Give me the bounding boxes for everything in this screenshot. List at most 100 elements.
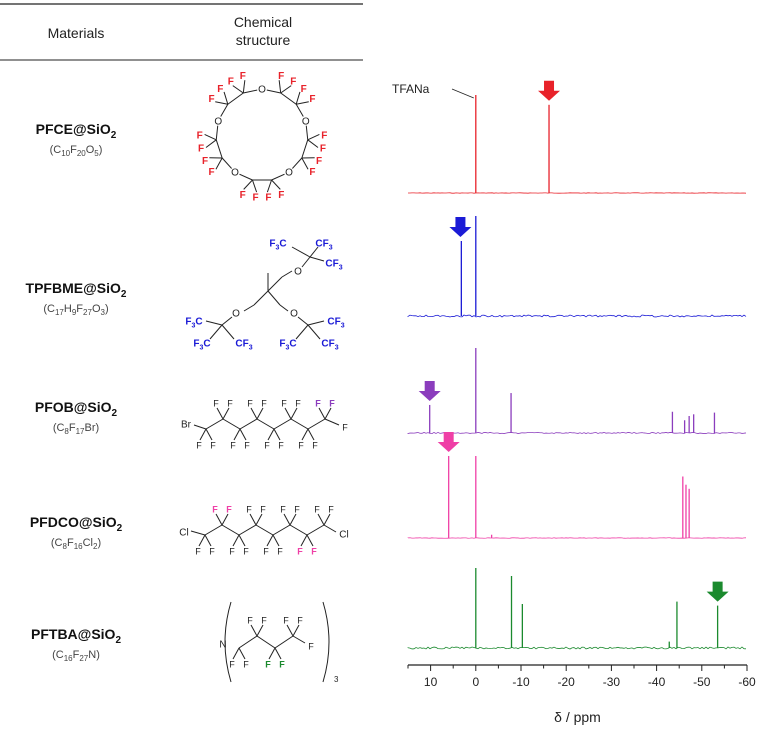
cf-bond xyxy=(239,648,245,659)
bond xyxy=(254,291,268,305)
atom-label: O xyxy=(232,309,240,320)
fluorine-atom: F xyxy=(314,505,320,515)
fluorine-atom: F xyxy=(243,547,249,557)
cf-bond xyxy=(287,625,293,636)
fluorine-atom: F xyxy=(210,441,216,451)
fluorine-atom: F xyxy=(294,505,300,515)
cf-bond xyxy=(301,535,307,546)
chain-bond xyxy=(273,525,290,535)
fluorine-atom: F xyxy=(321,130,327,141)
cf-bond xyxy=(325,419,339,425)
fluorine-atom: F xyxy=(198,144,204,155)
bond xyxy=(308,321,324,325)
cf-bond xyxy=(252,180,256,192)
cf-bond xyxy=(224,92,228,104)
fluorine-atom: F xyxy=(240,190,246,201)
header-structure-line2: structure xyxy=(236,32,291,48)
cf-bond xyxy=(296,92,300,104)
fluorine-atom: F xyxy=(308,642,314,652)
bond xyxy=(222,317,232,325)
fluorine-atom: F xyxy=(261,616,267,626)
chain-bond xyxy=(206,419,223,429)
cf3-group: F3C xyxy=(269,239,286,252)
fluorine-atom: F xyxy=(196,441,202,451)
fluorine-atom: F xyxy=(230,441,236,451)
cf-bond xyxy=(250,514,256,525)
chain-bond xyxy=(274,419,291,429)
cbr-bond xyxy=(194,425,206,429)
fluorine-atom: F xyxy=(278,441,284,451)
cf-bond xyxy=(302,429,308,440)
material-name: PFDCO@SiO2 xyxy=(30,514,123,534)
cf3-group: CF3 xyxy=(235,339,252,352)
bond xyxy=(310,247,318,257)
chain-bond xyxy=(257,636,275,648)
chlorine-atom: Cl xyxy=(339,530,348,541)
reference-label: TFANa xyxy=(392,82,430,96)
cf-bond xyxy=(233,648,239,659)
cf-bond xyxy=(256,514,262,525)
fluorine-atom: F xyxy=(226,505,232,515)
cf-bond xyxy=(325,408,331,419)
fluorine-atom: F xyxy=(195,547,201,557)
bond xyxy=(222,325,234,339)
cf-bond xyxy=(233,535,239,546)
cf-bond xyxy=(267,180,271,192)
cf3-group: CF3 xyxy=(315,239,332,252)
fluorine-atom: F xyxy=(212,505,218,515)
fluorine-atom: F xyxy=(209,547,215,557)
cf-bond xyxy=(205,535,211,546)
fluorine-atom: F xyxy=(265,193,271,204)
cf-bond xyxy=(239,535,245,546)
bracket-subscript: 3 xyxy=(334,675,339,684)
fluorine-atom: F xyxy=(320,144,326,155)
bond xyxy=(308,325,320,339)
chain-bond xyxy=(257,419,274,429)
spectrum xyxy=(408,81,746,193)
spectrum xyxy=(408,432,746,538)
fluorine-atom: F xyxy=(311,547,317,557)
bond xyxy=(206,321,222,325)
fluorine-atom: F xyxy=(297,616,303,626)
cf-bond xyxy=(273,535,279,546)
fluorine-atom: F xyxy=(265,660,271,670)
header-materials: Materials xyxy=(48,25,105,41)
cf-bond xyxy=(308,134,320,139)
fluorine-atom: F xyxy=(229,660,235,670)
bond xyxy=(292,247,310,257)
bond xyxy=(302,257,310,267)
ring-bond xyxy=(228,93,243,104)
cf-bond xyxy=(206,140,216,148)
spectrum xyxy=(408,568,746,649)
x-tick-label: -30 xyxy=(603,675,621,689)
fluorine-atom: F xyxy=(298,441,304,451)
oxygen-atom: O xyxy=(285,168,293,179)
bracket-right xyxy=(323,602,329,682)
oxygen-atom: O xyxy=(231,168,239,179)
fluorine-atom: F xyxy=(328,505,334,515)
chain-bond xyxy=(308,419,325,429)
fluorine-atom: F xyxy=(202,156,208,167)
fluorine-atom: F xyxy=(261,399,267,409)
oxygen-atom: O xyxy=(302,116,310,127)
fluorine-atom: F xyxy=(301,84,307,95)
fluorine-atom: F xyxy=(279,660,285,670)
material-formula: (C16F27N) xyxy=(52,649,100,663)
bond xyxy=(296,325,308,339)
fluorine-atom: F xyxy=(244,441,250,451)
cf-bond xyxy=(217,408,223,419)
fluorine-atom: F xyxy=(316,156,322,167)
material-name: PFCE@SiO2 xyxy=(36,121,117,141)
x-tick-label: 0 xyxy=(472,675,479,689)
material-formula: (C17H9F27O3) xyxy=(43,303,108,317)
material-name: TPFBME@SiO2 xyxy=(26,280,127,300)
fluorine-atom: F xyxy=(264,441,270,451)
bond xyxy=(268,291,280,305)
fluorine-atom: F xyxy=(240,71,246,82)
fluorine-atom: F xyxy=(213,399,219,409)
cf-bond xyxy=(215,102,228,104)
chain-bond xyxy=(290,525,307,535)
header-structure-line1: Chemical xyxy=(234,14,292,30)
cf-bond xyxy=(296,102,309,104)
